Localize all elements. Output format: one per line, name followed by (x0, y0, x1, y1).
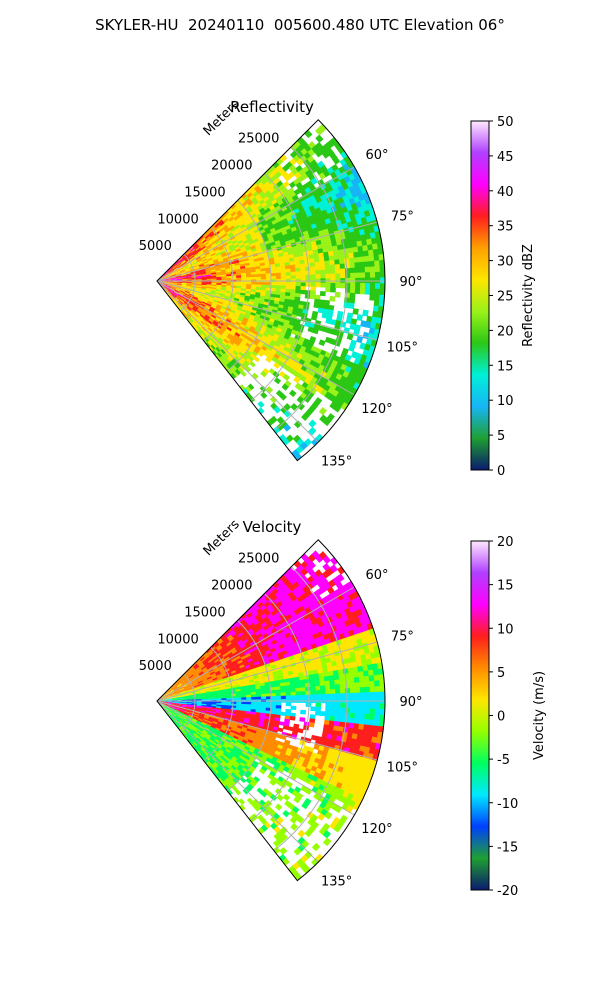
reflectivity-title: Reflectivity (230, 98, 314, 116)
range-ring (273, 146, 348, 432)
range-ring (273, 566, 348, 852)
azimuth-tick-label: 135° (321, 875, 352, 890)
range-tick-label: 15000 (184, 185, 225, 200)
azimuth-tick-label: 105° (387, 761, 418, 776)
colorbar-tick-label: 15 (497, 359, 514, 374)
azimuth-tick-label: 90° (399, 695, 422, 710)
range-tick-label: 10000 (157, 212, 198, 227)
range-tick-label: 25000 (238, 552, 279, 567)
polar-grid (156, 146, 385, 443)
velocity-colorbar: -20 -15 -10 -5 0 5 10 15 20 Velocity (m/s) (470, 535, 547, 899)
azimuth-spoke (156, 700, 319, 863)
sector-frame (156, 539, 386, 882)
azimuth-tick-label: 135° (321, 455, 352, 470)
colorbar-tick-label: -20 (497, 884, 518, 899)
range-tick-label: 20000 (211, 579, 252, 594)
azimuth-tick-label: 60° (365, 148, 388, 163)
range-axis-label: Meters (201, 97, 243, 139)
colorbar-tick-label: 25 (497, 290, 514, 305)
azimuth-tick-label: 60° (365, 568, 388, 583)
azimuth-spoke (156, 280, 378, 341)
range-ring (250, 173, 310, 402)
range-ring (203, 226, 234, 342)
colorbar-tick-label: 50 (497, 115, 514, 130)
sector-frame (156, 119, 386, 462)
range-ring (180, 673, 196, 732)
colorbar-gradient (470, 120, 490, 471)
azimuth-tick-label: 120° (361, 822, 392, 837)
velocity-panel: Velocity 5000 10000 15000 20000 25000 60° 75° 90… (139, 517, 547, 899)
azimuth-spoke (156, 280, 319, 443)
reflectivity-panel: Reflectivity 5000 10000 15000 20000 25000 60° 7… (139, 97, 536, 479)
range-tick-label: 20000 (211, 159, 252, 174)
colorbar-label: Velocity (m/s) (532, 671, 547, 760)
azimuth-tick-label: 105° (387, 341, 418, 356)
azimuth-tick-label: 75° (391, 209, 414, 224)
azimuth-tick-label: 120° (361, 402, 392, 417)
colorbar-tick-label: 5 (497, 666, 505, 681)
colorbar-gradient (470, 540, 490, 891)
range-tick-label: 25000 (238, 132, 279, 147)
azimuth-spoke (156, 700, 355, 816)
polar-grid (156, 566, 385, 863)
azimuth-spoke (156, 700, 378, 761)
range-tick-label: 5000 (139, 239, 172, 254)
colorbar-tick-label: 40 (497, 185, 514, 200)
range-ring (180, 253, 196, 312)
azimuth-spoke (156, 221, 378, 282)
range-ring (226, 620, 272, 792)
range-tick-label: 5000 (139, 659, 172, 674)
range-tick-label: 15000 (184, 605, 225, 620)
azimuth-tick-label: 90° (399, 275, 422, 290)
colorbar-tick-label: 15 (497, 579, 514, 594)
colorbar-tick-label: 35 (497, 220, 514, 235)
reflectivity-colorbar: 0 5 10 15 20 25 30 35 40 45 50 Reflectivity dBZ (470, 115, 536, 479)
azimuth-spoke (156, 166, 355, 282)
colorbar-tick-label: -15 (497, 840, 518, 855)
colorbar-label: Reflectivity dBZ (521, 244, 536, 347)
colorbar-tick-label: -5 (497, 753, 510, 768)
azimuth-spoke (156, 641, 378, 702)
range-tick-label: 10000 (157, 632, 198, 647)
range-axis-label: Meters (201, 517, 243, 559)
range-ring (203, 646, 234, 762)
colorbar-tick-label: -10 (497, 797, 518, 812)
reflectivity-field (157, 123, 385, 461)
colorbar-tick-label: 30 (497, 255, 514, 270)
colorbar-tick-label: 5 (497, 429, 505, 444)
azimuth-spoke (156, 280, 355, 396)
colorbar-tick-label: 0 (497, 464, 505, 479)
figure-title: SKYLER-HU 20240110 005600.480 UTC Elevat… (95, 16, 505, 34)
colorbar-tick-label: 20 (497, 535, 514, 550)
azimuth-tick-label: 75° (391, 629, 414, 644)
colorbar-tick-label: 20 (497, 324, 514, 339)
range-ring (226, 200, 272, 372)
colorbar-tick-label: 0 (497, 710, 505, 725)
range-ring (250, 593, 310, 822)
colorbar-tick-label: 10 (497, 622, 514, 637)
colorbar-tick-label: 45 (497, 150, 514, 165)
velocity-title: Velocity (243, 518, 302, 536)
azimuth-spoke (156, 586, 355, 702)
colorbar-tick-label: 10 (497, 394, 514, 409)
